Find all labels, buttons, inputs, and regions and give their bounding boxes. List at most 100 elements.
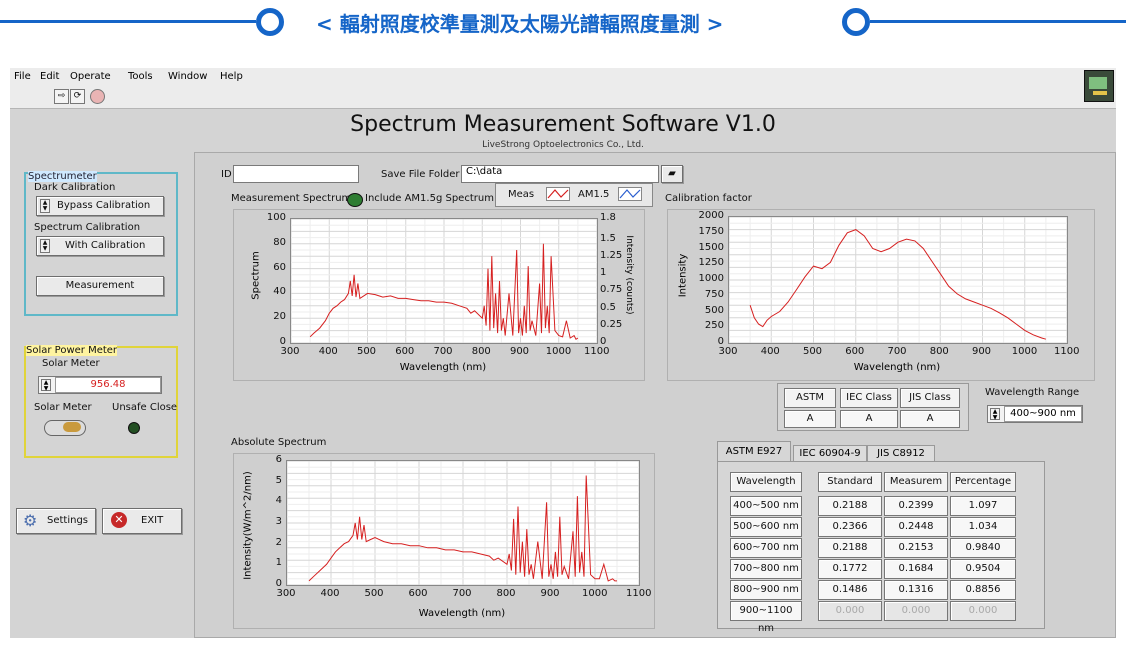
x-tick-label: 800 [929,346,949,357]
measurement-button[interactable]: Measurement [36,276,164,296]
folder-browse-icon[interactable]: ▰ [661,165,683,183]
table-row-label: 600~700 nm [730,538,802,558]
chart1-y2label: Intensity (counts) [624,235,634,315]
settings-label: Settings [47,515,89,526]
ring-spinner-icon[interactable]: ▲ ▼ [40,199,50,213]
x-tick-label: 500 [802,346,823,357]
wavelength-range-label: Wavelength Range [985,387,1080,398]
y2-tick-label: 0 [600,336,607,347]
y-tick-label: 80 [273,236,286,248]
x-tick-label: 900 [540,588,560,599]
table-cell: 0.1684 [884,559,948,579]
x-tick-label: 1100 [584,346,610,357]
y-tick-label: 1750 [698,225,724,237]
wavelength-range-value: 400~900 nm [1004,406,1082,422]
spectrum-calibration-label: Spectrum Calibration [34,222,141,233]
table-cell: 0.2366 [818,517,882,537]
close-icon: ✕ [111,512,127,528]
x-tick-label: 900 [971,346,992,357]
x-tick-label: 600 [408,588,428,599]
ring-spinner-icon[interactable]: ▲ ▼ [40,239,50,253]
unsafe-close-led [128,422,140,434]
absolute-spectrum-title: Absolute Spectrum [231,437,327,448]
run-continuous-icon[interactable]: ⟳ [70,89,85,104]
y2-tick-label: 0.25 [600,318,623,330]
x-tick-label: 800 [496,588,516,599]
y-tick-label: 1250 [698,257,724,269]
series-line-0 [308,475,617,582]
dark-calibration-selector[interactable]: ▲ ▼ Bypass Calibration [36,196,164,216]
spectrum-calibration-value: With Calibration [65,240,146,251]
x-tick-label: 1000 [545,346,572,357]
tab-content: Wavelength Standard Measurem Percentage 400~… [717,461,1045,634]
range-spinner-icon[interactable]: ▲ ▼ [990,408,1000,421]
y-tick-label: 2000 [698,210,724,221]
series-line-0 [309,243,579,341]
chart3-plot [286,460,640,586]
y-tick-label: 0 [279,336,286,347]
series-line-0 [749,229,1047,340]
y2-tick-label: 1.5 [600,232,616,244]
chart2-xlabel: Wavelength (nm) [853,362,941,373]
include-am15-label: Include AM1.5g Spectrum [365,193,494,204]
menu-help[interactable]: Help [220,71,243,82]
id-input[interactable] [233,165,359,183]
settings-button[interactable]: ⚙ Settings [16,508,96,534]
table-header: Measurem [884,472,948,492]
tab-jis-c8912[interactable]: JIS C8912 [867,445,935,462]
chart1-xlabel: Wavelength (nm) [399,362,487,373]
solar-meter-toggle[interactable] [44,420,86,436]
x-tick-label: 500 [364,588,384,599]
y-tick-label: 40 [273,286,286,298]
calibration-factor-title: Calibration factor [665,193,752,204]
wavelength-range-selector[interactable]: ▲ ▼ 400~900 nm [987,405,1083,423]
menu-file[interactable]: File [14,71,31,82]
menu-tools[interactable]: Tools [128,71,153,82]
x-tick-label: 300 [280,346,300,357]
x-tick-label: 300 [718,346,738,357]
y-tick-label: 6 [275,454,282,465]
tab-astm-e927[interactable]: ASTM E927 [717,441,791,462]
jis-header: JIS Class [900,388,960,408]
y2-tick-label: 1.8 [600,212,616,223]
y-tick-label: 20 [273,311,286,323]
run-arrow-icon[interactable]: ⇨ [54,89,69,104]
vi-icon [1084,70,1114,102]
table-cell: 1.034 [950,517,1016,537]
table-cell: 0.8856 [950,580,1016,600]
table-row-label: 400~500 nm [730,496,802,516]
save-folder-input[interactable]: C:\data [461,165,659,183]
spectrometer-group-label: Spectrumeter [28,171,97,182]
menu-operate[interactable]: Operate [70,71,111,82]
spectrum-calibration-selector[interactable]: ▲ ▼ With Calibration [36,236,164,256]
exit-button[interactable]: ✕ EXIT [102,508,182,534]
x-tick-label: 600 [845,346,865,357]
id-label: ID [221,169,232,180]
solar-power-meter-group: Solar Power Meter Solar Meter ▲ ▼ 956.48 … [24,345,178,458]
legend-am15-label: AM1.5 [578,189,610,200]
solar-group-label: Solar Power Meter [26,345,118,356]
table-row-label: 700~800 nm [730,559,802,579]
y2-tick-label: 0.5 [600,301,616,313]
menu-window[interactable]: Window [168,71,208,82]
solar-meter-display: ▲ ▼ 956.48 [38,376,162,394]
table-row-label: 800~900 nm [730,580,802,600]
tab-iec-60904-9[interactable]: IEC 60904-9 [793,445,867,462]
main-panel: ID Save File Folder C:\data ▰ Measuremen… [194,152,1116,638]
exit-label: EXIT [141,515,164,526]
menu-bar: File Edit Operate Tools Window Help [10,68,1116,86]
y-tick-label: 2 [275,536,282,548]
iec-header: IEC Class [840,388,898,408]
calibration-factor-graph: Intensity Wavelength (nm) 300 400 500 600 70… [667,209,1095,381]
chart2-ylabel: Intensity [677,253,689,298]
numeric-spinner-icon[interactable]: ▲ ▼ [41,379,51,392]
banner-line-left [0,20,256,23]
x-tick-label: 1100 [1054,346,1080,357]
menu-edit[interactable]: Edit [40,71,60,82]
dark-calibration-value: Bypass Calibration [57,200,151,211]
x-tick-label: 900 [509,346,530,357]
table-cell: 0.9840 [950,538,1016,558]
abort-icon[interactable] [90,89,105,104]
y-tick-label: 5 [275,474,282,486]
chart2-plot [728,216,1068,344]
